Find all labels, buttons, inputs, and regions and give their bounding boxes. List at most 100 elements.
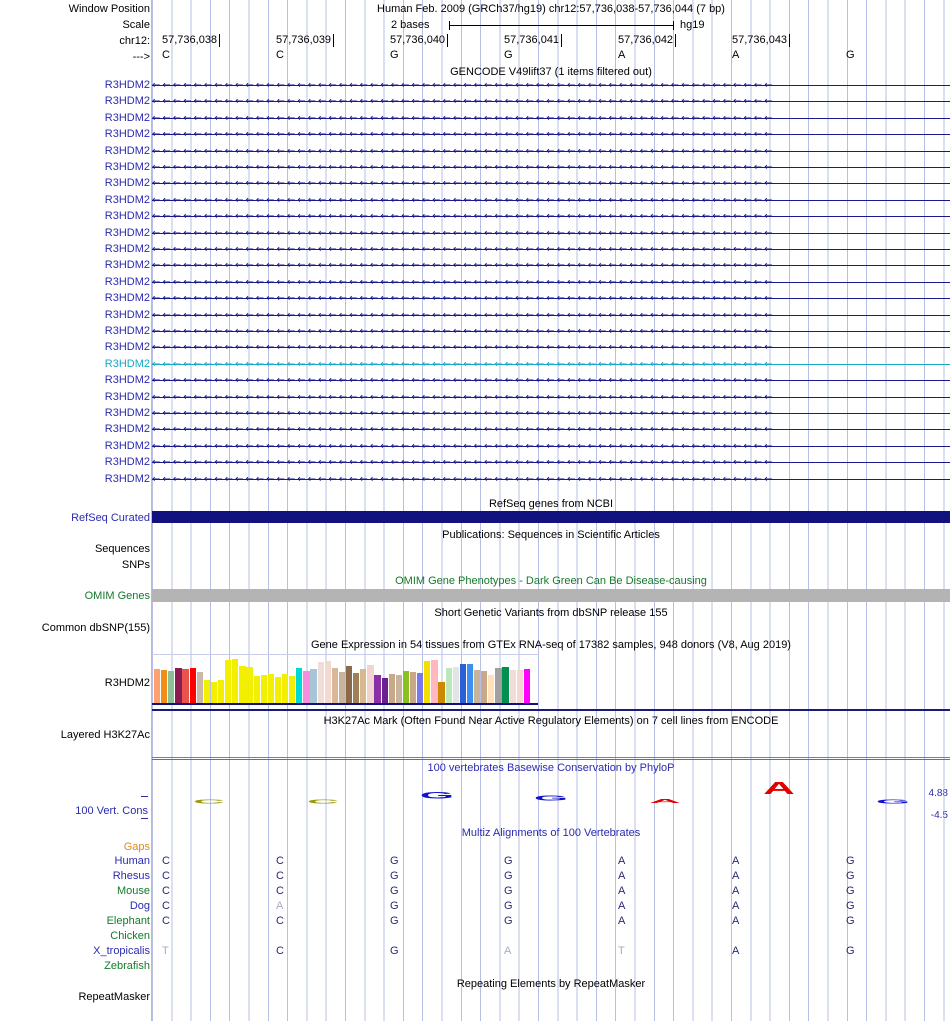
gencode-gene-name-label[interactable]: R3HDM2 bbox=[104, 473, 150, 485]
multiz-species-label[interactable]: Zebrafish bbox=[104, 960, 150, 972]
reference-base-letter: C bbox=[162, 49, 170, 61]
gencode-gene-name-label[interactable]: R3HDM2 bbox=[104, 227, 150, 239]
repeatmasker-label[interactable]: RepeatMasker bbox=[78, 991, 150, 1003]
ruler-tick-label: 57,736,039 bbox=[276, 34, 332, 46]
multiz-base: A bbox=[618, 900, 626, 912]
gencode-gene-name-label[interactable]: R3HDM2 bbox=[104, 210, 150, 222]
data-area-left-edge bbox=[151, 0, 152, 1021]
gencode-gene-name-label[interactable]: R3HDM2 bbox=[104, 423, 150, 435]
reference-base-letter: G bbox=[846, 49, 855, 61]
gencode-gene-name-label[interactable]: R3HDM2 bbox=[104, 391, 150, 403]
omim-genes-label[interactable]: OMIM Genes bbox=[84, 590, 150, 602]
multiz-base: A bbox=[732, 885, 740, 897]
multiz-base: C bbox=[162, 900, 170, 912]
multiz-base: C bbox=[162, 915, 170, 927]
multiz-base: A bbox=[618, 870, 626, 882]
gencode-gene-name-label[interactable]: R3HDM2 bbox=[104, 374, 150, 386]
multiz-gaps-label[interactable]: Gaps bbox=[123, 841, 150, 853]
track-label-column: Window Position Scale chr12: ---> bbox=[0, 0, 152, 1021]
gencode-gene-name-label[interactable]: R3HDM2 bbox=[104, 243, 150, 255]
ruler-tick-label: 57,736,041 bbox=[504, 34, 560, 46]
scale-label: Scale bbox=[122, 19, 150, 31]
multiz-base: G bbox=[504, 900, 513, 912]
snps-label[interactable]: SNPs bbox=[121, 559, 150, 571]
ruler-tick-mark bbox=[333, 34, 334, 47]
multiz-base: A bbox=[732, 870, 740, 882]
chromosome-label: chr12: bbox=[119, 35, 150, 47]
gencode-gene-name-label[interactable]: R3HDM2 bbox=[104, 325, 150, 337]
gencode-gene-name-label[interactable]: R3HDM2 bbox=[104, 95, 150, 107]
multiz-species-label[interactable]: Human bbox=[114, 855, 150, 867]
multiz-base: C bbox=[276, 945, 284, 957]
multiz-species-label[interactable]: Chicken bbox=[110, 930, 150, 942]
conservation-track-label[interactable]: 100 Vert. Cons bbox=[75, 805, 148, 817]
multiz-base: G bbox=[504, 855, 513, 867]
multiz-base: C bbox=[162, 870, 170, 882]
reference-base-letter: G bbox=[390, 49, 399, 61]
dbsnp-track-title: Short Genetic Variants from dbSNP releas… bbox=[434, 607, 668, 619]
multiz-base: G bbox=[504, 870, 513, 882]
window-position-label: Window Position bbox=[68, 3, 150, 15]
gencode-gene-name-label[interactable]: R3HDM2 bbox=[104, 112, 150, 124]
refseq-curated-label[interactable]: RefSeq Curated bbox=[71, 512, 150, 524]
multiz-species-label[interactable]: Elephant bbox=[106, 915, 150, 927]
refseq-track-title: RefSeq genes from NCBI bbox=[488, 498, 614, 510]
multiz-base: A bbox=[732, 855, 740, 867]
multiz-base: T bbox=[162, 945, 169, 957]
gencode-gene-name-label[interactable]: R3HDM2 bbox=[104, 145, 150, 157]
ruler-tick-label: 57,736,038 bbox=[162, 34, 218, 46]
gencode-gene-name-label[interactable]: R3HDM2 bbox=[104, 177, 150, 189]
multiz-species-label[interactable]: Dog bbox=[129, 900, 150, 912]
gencode-gene-name-label[interactable]: R3HDM2 bbox=[104, 259, 150, 271]
gencode-gene-name-label[interactable]: R3HDM2 bbox=[104, 358, 150, 370]
ruler-tick-mark bbox=[219, 34, 220, 47]
ruler-tick-mark bbox=[561, 34, 562, 47]
multiz-base: C bbox=[276, 870, 284, 882]
ruler-tick-mark bbox=[447, 34, 448, 47]
gencode-gene-name-label[interactable]: R3HDM2 bbox=[104, 456, 150, 468]
multiz-base: G bbox=[846, 945, 855, 957]
multiz-base: G bbox=[390, 855, 399, 867]
gencode-gene-name-label[interactable]: R3HDM2 bbox=[104, 309, 150, 321]
repeatmasker-track-title: Repeating Elements by RepeatMasker bbox=[456, 978, 646, 990]
reference-base-letter: A bbox=[732, 49, 740, 61]
multiz-base: A bbox=[618, 855, 626, 867]
gtex-gene-label[interactable]: R3HDM2 bbox=[104, 677, 150, 689]
multiz-base: A bbox=[732, 915, 740, 927]
gencode-gene-name-label[interactable]: R3HDM2 bbox=[104, 194, 150, 206]
gtex-track-title: Gene Expression in 54 tissues from GTEx … bbox=[311, 639, 791, 651]
multiz-species-label[interactable]: Mouse bbox=[116, 885, 150, 897]
gencode-gene-name-label[interactable]: R3HDM2 bbox=[104, 407, 150, 419]
gencode-gene-name-label[interactable]: R3HDM2 bbox=[104, 128, 150, 140]
gencode-gene-name-label[interactable]: R3HDM2 bbox=[104, 276, 150, 288]
multiz-base: G bbox=[846, 885, 855, 897]
ruler-tick-mark bbox=[675, 34, 676, 47]
h3k27ac-track-title: H3K27Ac Mark (Often Found Near Active Re… bbox=[323, 715, 779, 727]
sequences-label[interactable]: Sequences bbox=[94, 543, 150, 555]
multiz-base: G bbox=[846, 870, 855, 882]
common-dbsnp-label[interactable]: Common dbSNP(155) bbox=[41, 622, 150, 634]
multiz-species-label[interactable]: Rhesus bbox=[112, 870, 150, 882]
coordinate-ruler[interactable]: 57,736,038 57,736,039 57,736,040 57,736,041… bbox=[152, 0, 950, 70]
gencode-gene-name-label[interactable]: R3HDM2 bbox=[104, 161, 150, 173]
multiz-base: A bbox=[276, 900, 284, 912]
gencode-gene-name-label[interactable]: R3HDM2 bbox=[104, 292, 150, 304]
ruler-tick-label: 57,736,040 bbox=[390, 34, 446, 46]
multiz-base: G bbox=[846, 900, 855, 912]
multiz-base: G bbox=[504, 885, 513, 897]
layered-h3k27ac-label[interactable]: Layered H3K27Ac bbox=[60, 729, 150, 741]
reference-base-letter: A bbox=[618, 49, 626, 61]
multiz-base: G bbox=[390, 885, 399, 897]
gencode-gene-name-label[interactable]: R3HDM2 bbox=[104, 79, 150, 91]
strand-direction-label: ---> bbox=[132, 51, 150, 63]
multiz-species-labels[interactable]: Human Rhesus Mouse Dog Elephant Chicken X_trop… bbox=[0, 0, 152, 1021]
multiz-species-label[interactable]: X_tropicalis bbox=[93, 945, 150, 957]
gencode-gene-name-label[interactable]: R3HDM2 bbox=[104, 341, 150, 353]
gencode-gene-name-label[interactable]: R3HDM2 bbox=[104, 440, 150, 452]
gencode-gene-labels[interactable]: R3HDM2 R3HDM2 R3HDM2 R3HDM2 R3HDM2 R3HDM2 R3HD… bbox=[0, 0, 152, 485]
multiz-base: G bbox=[390, 870, 399, 882]
conservation-track-title: 100 vertebrates Basewise Conservation by… bbox=[427, 762, 675, 774]
publications-track-title: Publications: Sequences in Scientific Ar… bbox=[442, 529, 660, 541]
multiz-base: G bbox=[390, 900, 399, 912]
